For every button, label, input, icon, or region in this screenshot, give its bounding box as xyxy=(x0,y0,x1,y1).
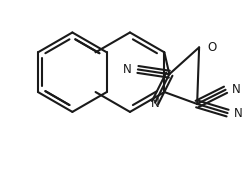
Text: O: O xyxy=(206,41,216,54)
Text: N: N xyxy=(123,63,132,76)
Text: N: N xyxy=(230,83,239,96)
Text: N: N xyxy=(232,107,241,120)
Text: N: N xyxy=(150,97,159,110)
